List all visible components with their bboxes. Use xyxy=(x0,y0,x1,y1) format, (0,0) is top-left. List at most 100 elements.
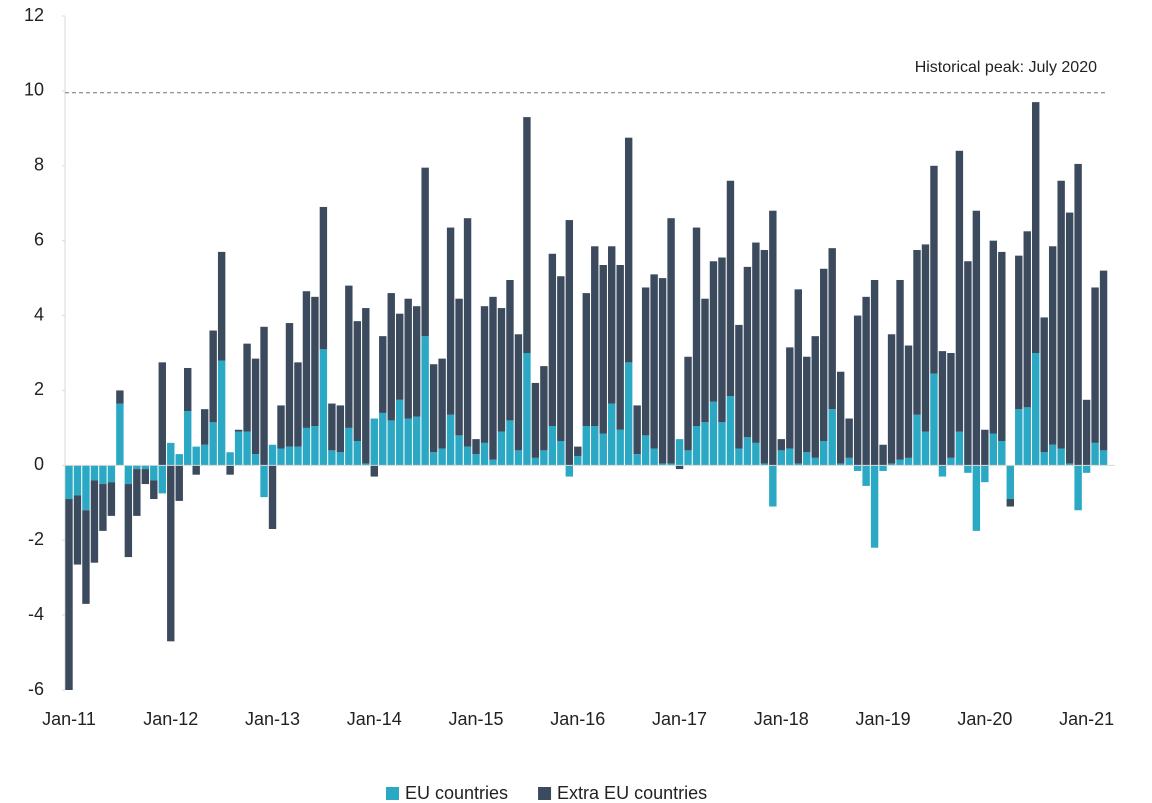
bar-segment xyxy=(887,334,896,464)
x-tick-label: Jan-16 xyxy=(550,709,605,729)
bar-segment xyxy=(1032,102,1040,353)
bar-segment xyxy=(641,435,650,466)
bar-segment xyxy=(879,444,887,466)
bar-segment xyxy=(972,210,981,466)
bar-segment xyxy=(836,463,845,466)
bar-segment xyxy=(820,268,828,441)
bar-segment xyxy=(726,180,735,397)
bar-segment xyxy=(1091,442,1099,466)
bar-segment xyxy=(743,437,752,466)
bar-segment xyxy=(345,285,353,428)
bar-segment xyxy=(752,442,760,466)
bar-segment xyxy=(421,336,429,466)
bar-segment xyxy=(582,293,590,427)
bar-segment xyxy=(1006,465,1014,500)
bar-segment xyxy=(463,446,472,466)
bar-segment xyxy=(701,422,709,466)
bar-segment xyxy=(769,465,777,507)
bar-segment xyxy=(209,422,217,466)
bar-segment xyxy=(489,296,497,460)
y-tick-label: 6 xyxy=(34,229,44,249)
bar-segment xyxy=(1032,353,1040,466)
bar-segment xyxy=(294,446,302,466)
bar-segment xyxy=(896,459,904,466)
bar-segment xyxy=(446,227,455,415)
bar-segment xyxy=(396,313,404,400)
bar-segment xyxy=(938,465,947,477)
bar-segment xyxy=(557,440,565,466)
bar-segment xyxy=(1091,287,1099,443)
bar-segment xyxy=(582,426,590,466)
bar-segment xyxy=(1082,399,1091,466)
bar-segment xyxy=(200,444,209,466)
bar-segment xyxy=(735,324,743,449)
bar-segment xyxy=(480,442,489,466)
bar-segment xyxy=(752,242,760,443)
bar-segment xyxy=(285,446,294,466)
bar-segment xyxy=(192,465,200,475)
bar-segment xyxy=(311,296,319,427)
bar-segment xyxy=(472,439,480,455)
bar-segment xyxy=(1006,499,1014,507)
bar-segment xyxy=(234,431,243,466)
bar-segment xyxy=(412,416,421,466)
bar-segment xyxy=(1099,270,1108,451)
bar-segment xyxy=(73,495,82,565)
bar-segment xyxy=(370,418,378,466)
bar-segment xyxy=(769,210,777,466)
bar-segment xyxy=(913,250,921,415)
bar-segment xyxy=(760,463,769,466)
bar-segment xyxy=(684,450,692,466)
bar-segment xyxy=(921,431,930,466)
bar-segment xyxy=(845,457,853,466)
bar-segment xyxy=(548,426,557,466)
bar-segment xyxy=(497,308,506,432)
bar-segment xyxy=(353,321,362,441)
bar-segment xyxy=(141,465,150,470)
bar-segment xyxy=(574,446,582,456)
bar-segment xyxy=(362,463,370,466)
bar-segment xyxy=(531,382,540,458)
bar-segment xyxy=(1040,317,1048,453)
bar-segment xyxy=(947,457,955,466)
bar-segment xyxy=(370,465,378,477)
bar-segment xyxy=(811,457,819,466)
bar-segment xyxy=(836,371,845,464)
bar-segment xyxy=(989,240,998,434)
bar-segment xyxy=(302,427,311,466)
bar-segment xyxy=(718,422,726,466)
bar-segment xyxy=(930,373,938,466)
bar-segment xyxy=(1065,463,1074,466)
y-tick-label: 10 xyxy=(24,80,44,100)
bar-segment xyxy=(803,452,811,466)
bar-segment xyxy=(150,480,158,500)
bar-segment xyxy=(268,444,277,466)
bar-segment xyxy=(938,351,947,466)
y-tick-label: 8 xyxy=(34,155,44,175)
bar-segment xyxy=(786,347,794,449)
bar-segment xyxy=(989,433,998,466)
bar-segment xyxy=(336,452,345,466)
bar-segment xyxy=(379,412,387,466)
bar-segment xyxy=(200,409,209,445)
bar-segment xyxy=(514,334,523,451)
x-tick-label: Jan-11 xyxy=(42,709,96,729)
bar-segment xyxy=(684,356,692,451)
bar-segment xyxy=(930,165,938,374)
bar-segment xyxy=(328,403,336,451)
bar-segment xyxy=(972,465,981,531)
bar-segment xyxy=(777,450,786,466)
bar-segment xyxy=(531,457,540,466)
y-tick-label: -2 xyxy=(28,529,44,549)
bar-segment xyxy=(667,218,675,464)
bar-segment xyxy=(294,362,302,447)
bar-segment xyxy=(285,323,294,447)
bar-segment xyxy=(311,426,319,466)
bar-segment xyxy=(158,465,166,494)
bar-segment xyxy=(523,117,531,353)
bar-segment xyxy=(777,439,786,451)
bar-segment xyxy=(82,510,90,604)
bar-segment xyxy=(506,279,514,421)
x-tick-label: Jan-13 xyxy=(245,709,300,729)
bar-segment xyxy=(65,499,73,690)
